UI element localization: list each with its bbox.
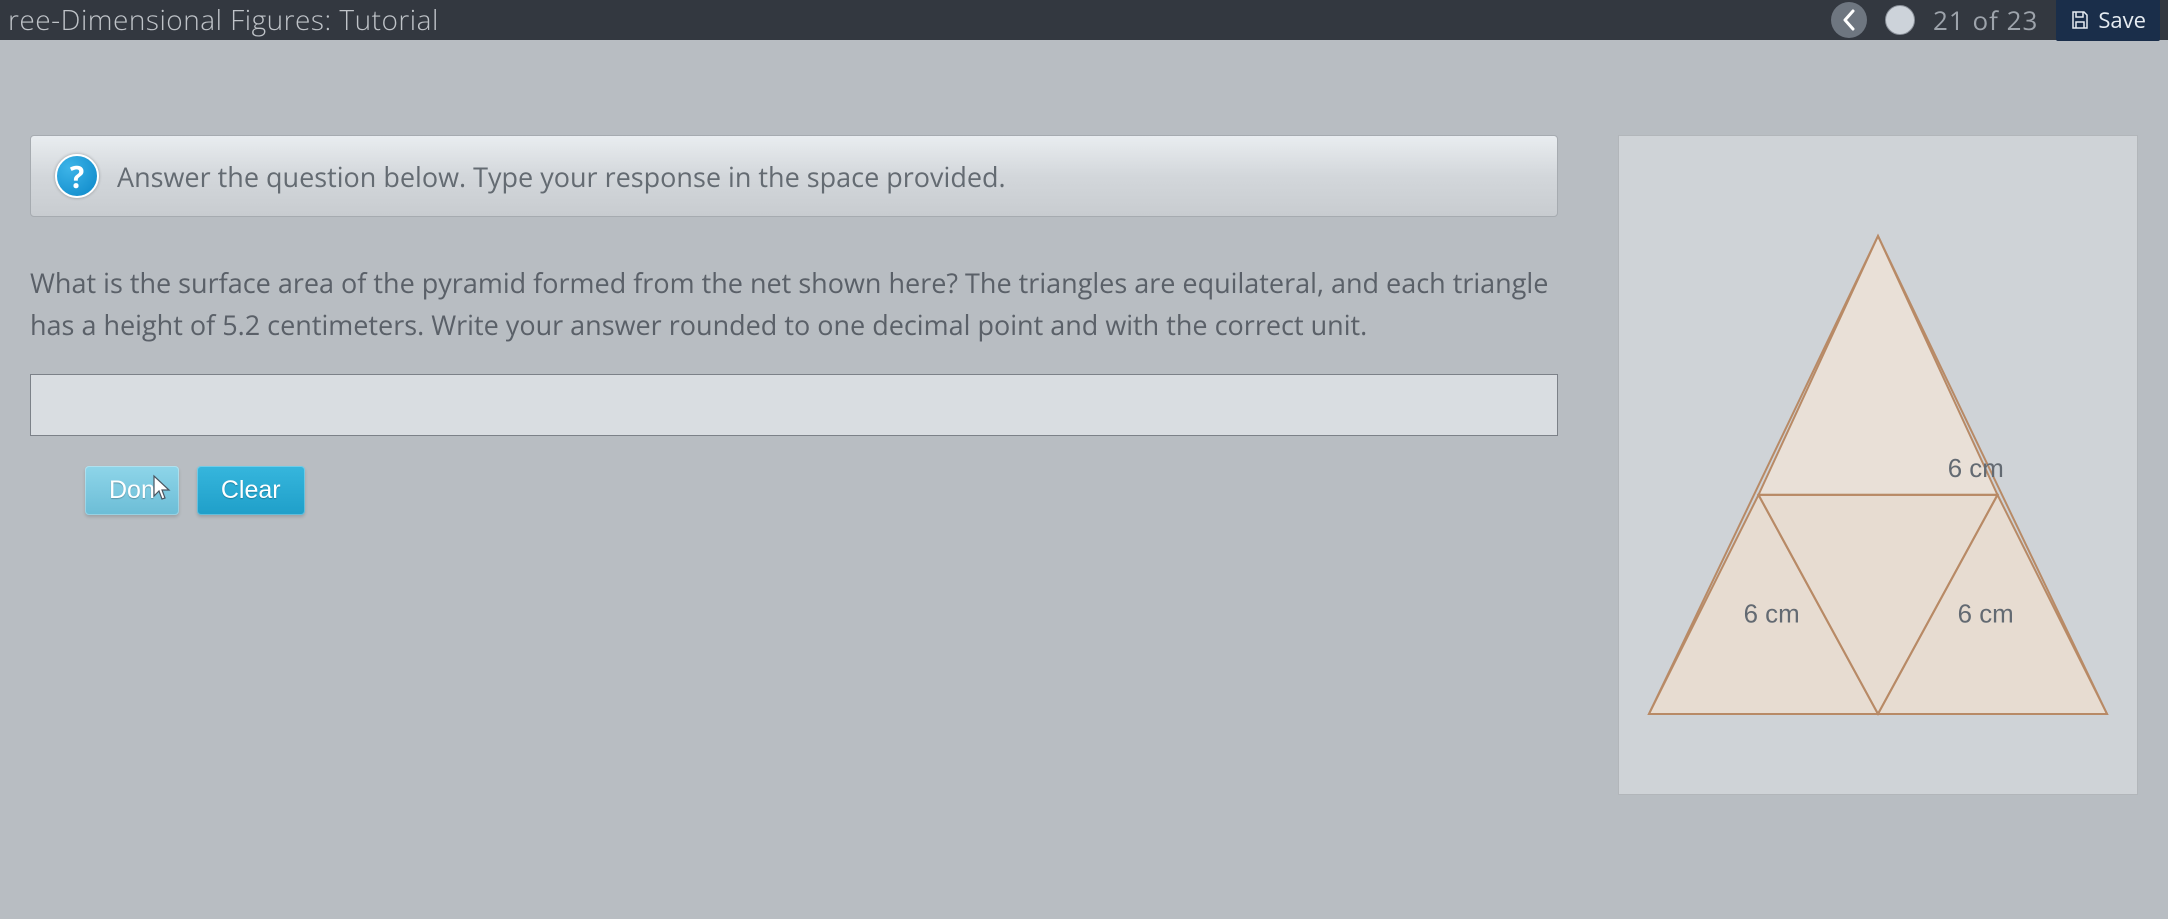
clear-label: Clear — [221, 476, 281, 504]
instruction-text: Answer the question below. Type your res… — [117, 158, 1006, 195]
pyramid-net-diagram: 6 cm 6 cm 6 cm — [1639, 195, 2117, 735]
page-title: ree-Dimensional Figures: Tutorial — [8, 1, 439, 39]
progress-total: 23 — [2007, 2, 2039, 38]
button-row: Don Clear — [85, 466, 1558, 515]
prev-button[interactable] — [1831, 2, 1867, 38]
progress-indicator-dot — [1885, 5, 1915, 35]
diagram-label-bottom-left: 6 cm — [1744, 600, 1800, 628]
done-button[interactable]: Don — [85, 466, 179, 515]
save-icon — [2070, 10, 2090, 30]
top-bar: ree-Dimensional Figures: Tutorial 21 of … — [0, 0, 2168, 40]
content-area: ? Answer the question below. Type your r… — [0, 40, 2168, 825]
top-right-controls: 21 of 23 Save — [1831, 0, 2160, 41]
progress-text: 21 of 23 — [1933, 2, 2038, 38]
instruction-bar: ? Answer the question below. Type your r… — [30, 135, 1558, 217]
save-label: Save — [2098, 5, 2146, 35]
diagram-label-bottom-right: 6 cm — [1958, 600, 2014, 628]
diagram-panel: 6 cm 6 cm 6 cm — [1618, 135, 2138, 795]
progress-current: 21 — [1933, 2, 1965, 38]
question-panel: ? Answer the question below. Type your r… — [30, 135, 1558, 795]
done-label: Don — [109, 476, 155, 504]
diagram-label-top: 6 cm — [1948, 455, 2004, 483]
chevron-left-icon — [1841, 9, 1857, 31]
question-text: What is the surface area of the pyramid … — [30, 262, 1558, 346]
clear-button[interactable]: Clear — [197, 466, 305, 515]
save-button[interactable]: Save — [2056, 0, 2160, 41]
help-icon[interactable]: ? — [55, 154, 99, 198]
answer-input[interactable] — [30, 374, 1558, 436]
progress-separator: of — [1972, 2, 1998, 38]
